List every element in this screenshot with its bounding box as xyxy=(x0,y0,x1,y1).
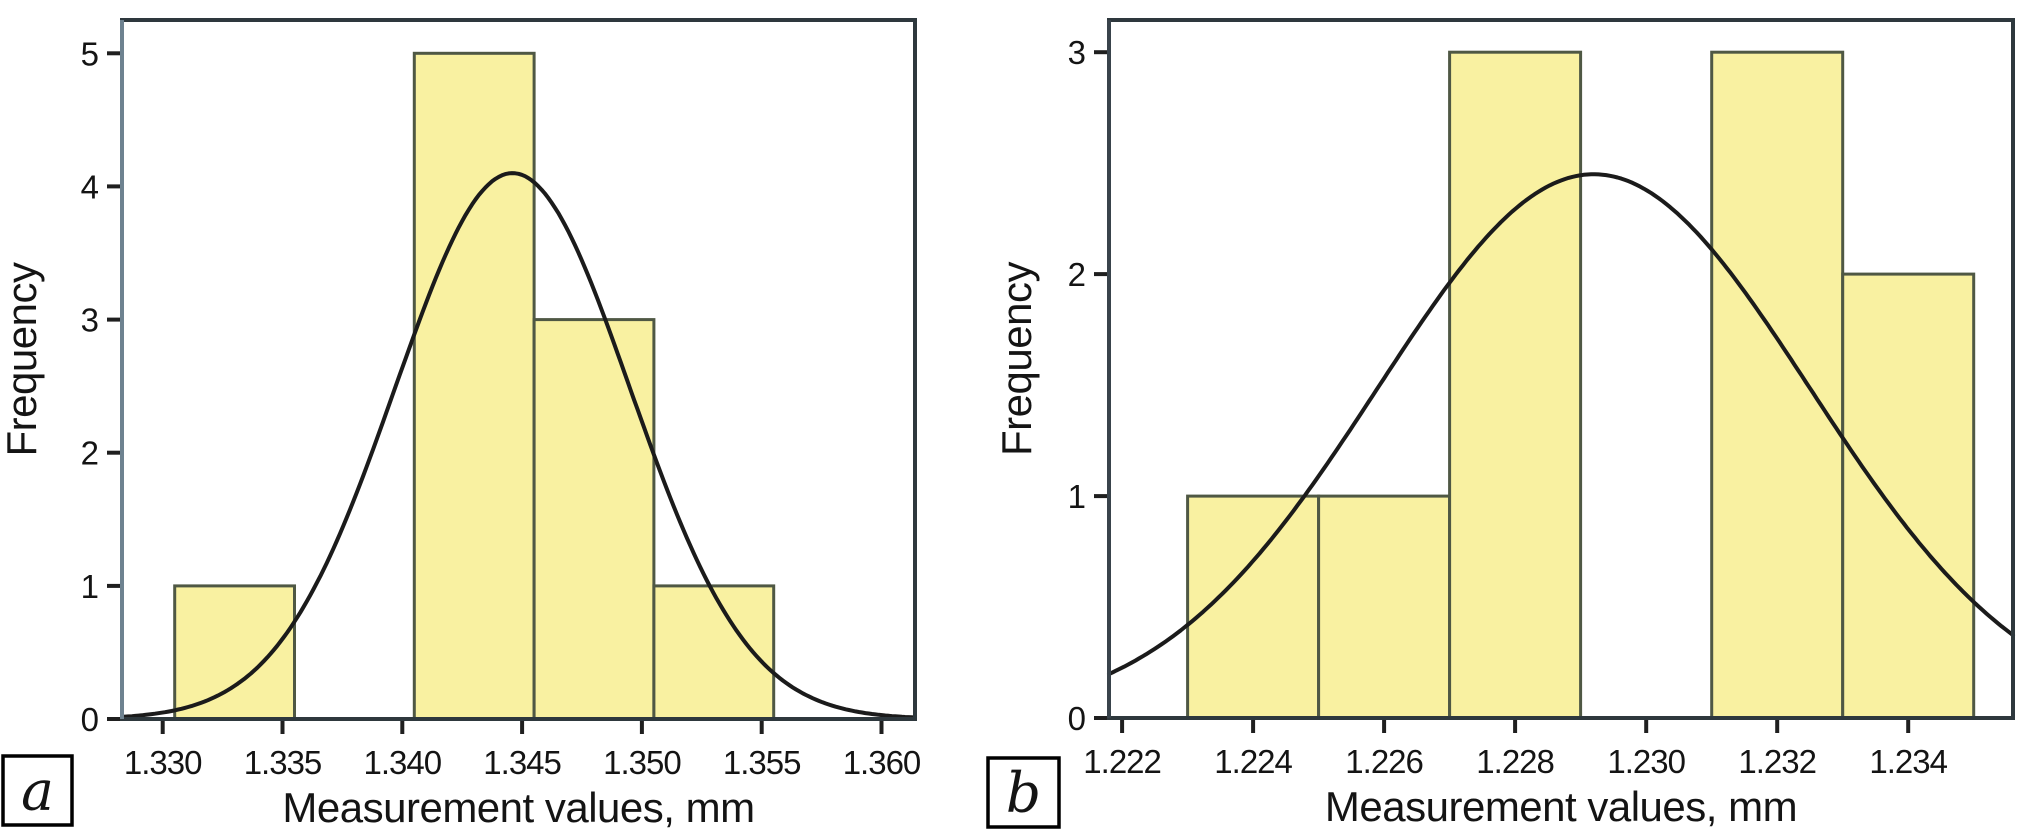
x-tick-label-b: 1.228 xyxy=(1476,743,1554,780)
y-tick-label-b: 2 xyxy=(1068,256,1085,293)
x-tick-label-b: 1.226 xyxy=(1345,743,1423,780)
y-tick-label-a: 4 xyxy=(81,168,99,205)
panel-a: 1.330 1.335 1.340 1.345 1.350 1.355 1.360 0 1 2 3 4… xyxy=(0,18,922,831)
y-axis-title-a: Frequency xyxy=(0,262,45,456)
x-tick-label-a: 1.360 xyxy=(843,744,921,781)
panel-label-b: b xyxy=(1006,761,1041,825)
normal-curve-a xyxy=(120,171,917,720)
histogram-bar-a-1 xyxy=(412,51,536,721)
x-axis-title-b: Measurement values, mm xyxy=(1325,783,1797,830)
panel-label-box-b xyxy=(986,756,1061,829)
histogram-bar-b-2 xyxy=(1448,50,1583,720)
histogram-bar-b-3 xyxy=(1710,50,1845,720)
x-tick-label-b: 1.234 xyxy=(1869,743,1947,780)
x-tick-label-a: 1.355 xyxy=(723,744,801,781)
x-axis-title-a: Measurement values, mm xyxy=(282,784,754,831)
y-tick-label-b: 1 xyxy=(1068,478,1085,515)
x-tick-label-a: 1.335 xyxy=(244,744,322,781)
y-tick-label-a: 1 xyxy=(81,568,98,605)
histogram-bar-b-4 xyxy=(1841,272,1976,720)
y-tick-label-a: 0 xyxy=(81,701,99,738)
x-tick-label-b: 1.222 xyxy=(1083,743,1161,780)
normal-curve-b xyxy=(1107,172,2015,676)
histogram-bar-a-2 xyxy=(532,318,656,721)
panel-label-a: a xyxy=(21,759,54,823)
x-tick-label-a: 1.345 xyxy=(483,744,561,781)
histogram-bar-b-1 xyxy=(1317,494,1452,720)
y-tick-label-a: 3 xyxy=(81,302,98,339)
panel-b: 1.222 1.224 1.226 1.228 1.230 1.232 1.234 0 1 2 3 M… xyxy=(986,18,2015,830)
histogram-bar-a-0 xyxy=(173,584,296,721)
x-tick-label-b: 1.224 xyxy=(1214,743,1292,780)
y-tick-label-a: 2 xyxy=(81,435,98,472)
panel-label-box-a xyxy=(1,754,74,827)
x-tick-label-b: 1.232 xyxy=(1738,743,1816,780)
x-tick-label-a: 1.340 xyxy=(364,744,442,781)
x-tick-label-a: 1.330 xyxy=(124,744,202,781)
x-tick-label-b: 1.230 xyxy=(1607,743,1685,780)
y-tick-label-a: 5 xyxy=(81,35,98,72)
y-tick-label-b: 0 xyxy=(1068,700,1086,737)
x-tick-label-a: 1.350 xyxy=(603,744,681,781)
y-axis-title-b: Frequency xyxy=(993,262,1040,456)
y-tick-label-b: 3 xyxy=(1068,34,1085,71)
